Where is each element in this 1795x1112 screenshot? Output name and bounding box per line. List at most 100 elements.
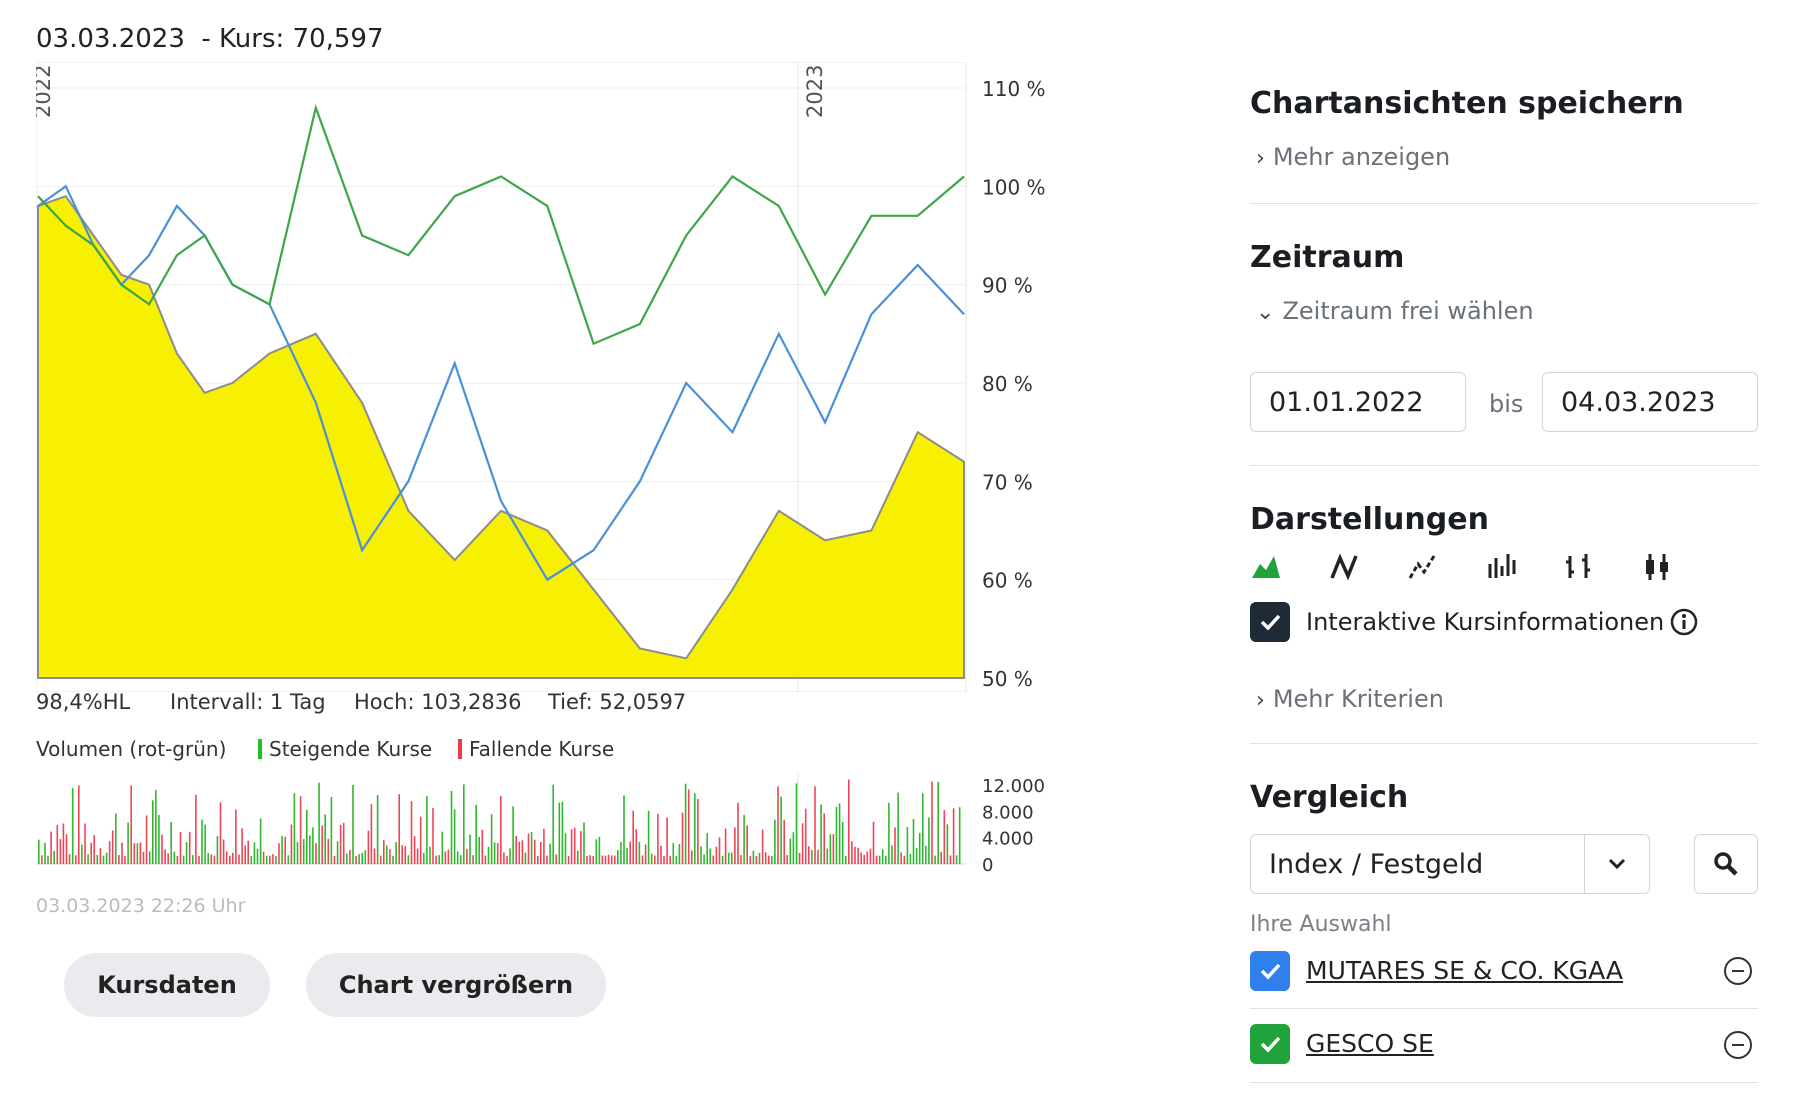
more-criteria-link[interactable]: › Mehr Kriterien: [1256, 685, 1444, 713]
volume-bar: [731, 852, 733, 864]
search-button[interactable]: [1694, 834, 1758, 894]
volume-bar: [703, 854, 705, 864]
volume-bar: [253, 842, 256, 864]
volume-bar: [586, 856, 588, 864]
volume-bar: [62, 823, 65, 864]
volume-bar: [361, 852, 363, 864]
compare-link-gesco[interactable]: GESCO SE: [1306, 1029, 1434, 1058]
y-tick-label: 100 %: [982, 175, 1046, 199]
volume-bar: [620, 841, 622, 864]
volume-bar: [869, 848, 872, 864]
volume-tick-label: 12.000: [982, 776, 1045, 797]
ohlc-chart-icon[interactable]: [1484, 550, 1518, 584]
volume-bar: [407, 855, 410, 864]
volume-bar: [108, 841, 111, 864]
volume-bar: [558, 802, 561, 864]
mountain-chart-icon[interactable]: [1250, 550, 1284, 584]
volume-bar: [450, 791, 453, 864]
price-chart[interactable]: 110 % 100 % 90 % 80 % 70 % 60 % 50 % 2022 2023: [36, 62, 1056, 692]
volume-bar: [709, 848, 711, 864]
volume-chart[interactable]: 12.000 8.000 4.000 0: [36, 772, 1056, 892]
volume-bar: [561, 801, 564, 864]
volume-bar: [216, 836, 219, 864]
volume-bar: [299, 796, 302, 864]
volume-bar: [302, 839, 305, 864]
volume-bar: [145, 815, 148, 864]
volume-bar: [697, 799, 699, 864]
volume-bar: [389, 849, 391, 864]
show-more-link[interactable]: › Mehr anzeigen: [1256, 143, 1450, 171]
volume-bar: [90, 842, 92, 864]
volume-bar: [309, 835, 311, 864]
volume-bar: [891, 845, 893, 864]
volume-bar: [678, 843, 681, 864]
volume-bar: [607, 854, 610, 864]
compare-link-mutares[interactable]: MUTARES SE & CO. KGAA: [1306, 956, 1624, 985]
volume-bar: [845, 855, 847, 864]
volume-bar: [601, 855, 604, 864]
volume-bar: [925, 845, 927, 864]
bar-chart-icon[interactable]: [1562, 550, 1596, 584]
more-criteria-label: Mehr Kriterien: [1272, 685, 1444, 713]
volume-bar: [152, 800, 154, 864]
compare-title: Vergleich: [1250, 780, 1409, 815]
volume-bar: [179, 832, 182, 864]
volume-bar: [56, 825, 59, 864]
settings-sidebar: Chartansichten speichern › Mehr anzeigen …: [1250, 0, 1760, 1112]
remove-circle-icon[interactable]: [1724, 957, 1752, 985]
chevron-down-icon[interactable]: [1584, 835, 1649, 893]
volume-bar: [570, 829, 573, 864]
volume-bar: [798, 853, 801, 864]
volume-bar: [364, 850, 367, 864]
volume-bar: [275, 856, 277, 864]
compare-select[interactable]: Index / Festgeld: [1250, 834, 1650, 894]
volume-bar: [832, 834, 835, 864]
volume-bar: [949, 855, 952, 864]
divider: [1250, 1008, 1758, 1009]
volume-bar: [727, 852, 730, 864]
dotted-line-chart-icon[interactable]: [1406, 550, 1440, 584]
kursdaten-button[interactable]: Kursdaten: [64, 953, 270, 1017]
volume-bar: [885, 855, 887, 864]
line-chart-icon[interactable]: [1328, 550, 1362, 584]
volume-bar: [416, 848, 419, 864]
volume-bar: [912, 818, 915, 864]
info-icon[interactable]: [1670, 608, 1698, 636]
volume-bar: [854, 846, 856, 864]
volume-bar: [84, 823, 86, 864]
y-tick-label: 60 %: [982, 569, 1033, 593]
volume-bar: [192, 855, 194, 864]
volume-bar: [293, 793, 296, 864]
compare-checkbox-mutares[interactable]: [1250, 951, 1290, 991]
volume-bar: [185, 842, 188, 864]
volume-bar: [657, 813, 659, 864]
volume-bar: [811, 850, 813, 864]
volume-bar: [65, 834, 68, 864]
volume-bar: [506, 855, 508, 864]
volume-bar: [204, 824, 206, 864]
volume-bar: [755, 856, 758, 864]
period-toggle[interactable]: ⌄ Zeitraum frei wählen: [1256, 297, 1534, 325]
volume-bar: [595, 839, 598, 864]
volume-bar: [352, 784, 354, 864]
volume-bar: [105, 852, 108, 864]
volume-bar: [176, 856, 179, 864]
volume-bar: [758, 853, 761, 864]
volume-bar: [931, 781, 933, 864]
volume-bar: [746, 825, 748, 864]
date-to-input[interactable]: 04.03.2023: [1542, 372, 1758, 432]
volume-bar: [906, 827, 909, 864]
chart-enlarge-button[interactable]: Chart vergrößern: [306, 953, 606, 1017]
remove-circle-icon[interactable]: [1724, 1031, 1752, 1059]
compare-checkbox-gesco[interactable]: [1250, 1024, 1290, 1064]
volume-bar: [841, 821, 844, 864]
compare-select-value: Index / Festgeld: [1269, 848, 1484, 880]
interactive-info-checkbox[interactable]: [1250, 602, 1290, 642]
series-area: [37, 195, 965, 679]
date-from-input[interactable]: 01.01.2022: [1250, 372, 1466, 432]
volume-bar: [783, 819, 785, 864]
candlestick-chart-icon[interactable]: [1640, 550, 1674, 584]
volume-bar: [456, 851, 459, 864]
volume-bar: [139, 842, 142, 864]
volume-bar: [737, 802, 739, 864]
